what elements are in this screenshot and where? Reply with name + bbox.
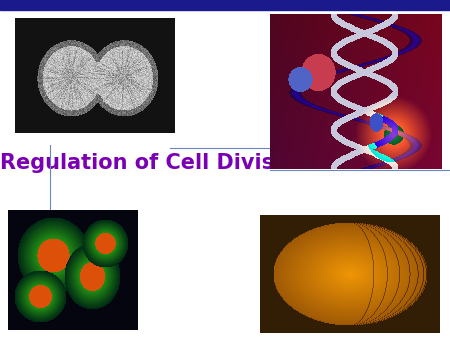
Bar (0, 0, 450, 10)
Text: Regulation of Cell Division: Regulation of Cell Division (0, 153, 310, 173)
